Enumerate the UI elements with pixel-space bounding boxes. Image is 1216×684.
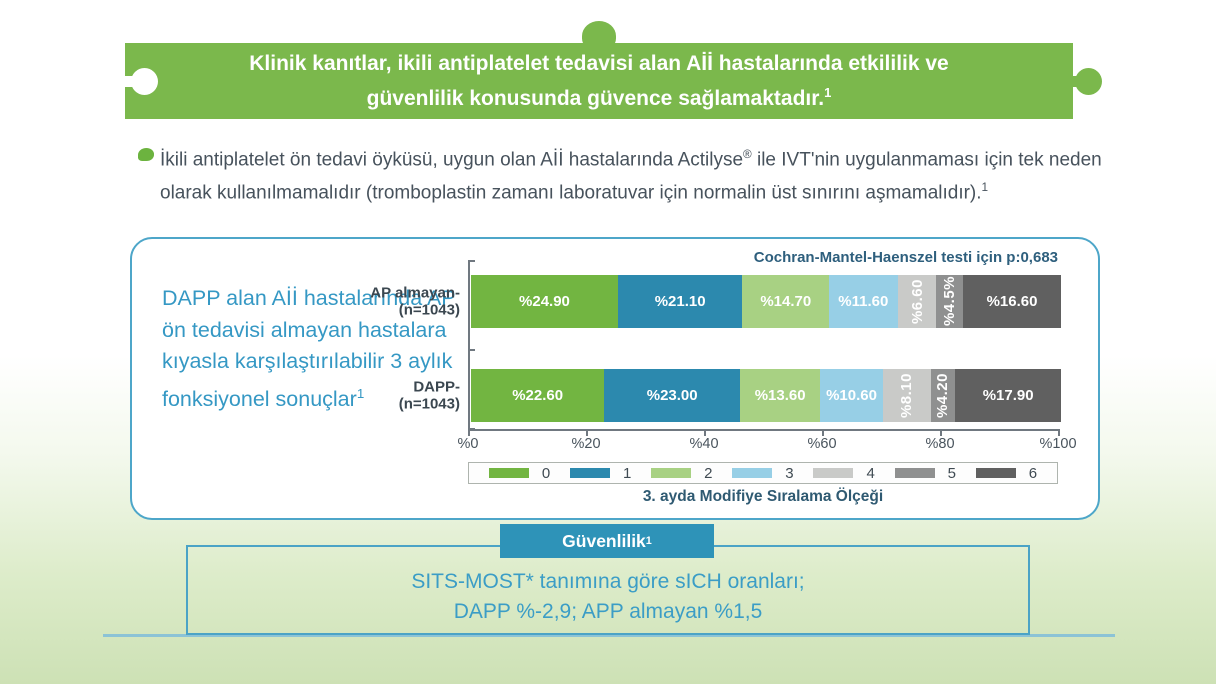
- page-title-line1: Klinik kanıtlar, ikili antiplatelet teda…: [249, 52, 949, 75]
- bar-segment-mrs-0: %24.90: [471, 275, 618, 328]
- page-title: Klinik kanıtlar, ikili antiplatelet teda…: [125, 43, 1073, 119]
- legend-swatch: [894, 468, 935, 478]
- puzzle-knob-right-circle-icon: [1075, 68, 1102, 95]
- bar-row-ap-almayan: AP almayan- (n=1043) %24.90 %21.10 %14.70%…: [370, 275, 1061, 328]
- puzzle-socket-left-circle-icon: [131, 68, 158, 95]
- title-reference-sup: 1: [824, 85, 832, 100]
- bar-segment-value: %22.60: [512, 387, 564, 404]
- statistics-note: Cochran-Mantel-Haenszel testi için p:0,6…: [753, 249, 1058, 266]
- legend-label: 2: [704, 464, 713, 482]
- x-axis-tick: [940, 429, 942, 436]
- bar-segment-mrs-1: %23.00: [604, 369, 741, 422]
- safety-result-box: SITS-MOST* tanımına göre sICH oranları; …: [186, 545, 1030, 635]
- bottom-divider-line: [103, 634, 1115, 637]
- legend-label: 5: [947, 464, 956, 482]
- chart-legend: 0 1 2 3 4 5 6: [468, 462, 1058, 484]
- chart-panel: DAPP alan Aİİ hastalarında AP ön tedavis…: [130, 237, 1100, 520]
- x-axis-tick-label: %0: [457, 436, 479, 452]
- bar-segment-value: %23.00: [646, 387, 698, 404]
- legend-label: 1: [622, 464, 632, 482]
- legend-label: 6: [1028, 464, 1038, 482]
- x-axis-line: [468, 429, 1058, 431]
- bar-segment-value: %4.5%: [941, 276, 959, 327]
- bar-segment-value: %21.10: [654, 293, 706, 310]
- legend-swatch: [732, 468, 773, 478]
- legend-item-4: 4: [813, 464, 875, 482]
- bar-segment-mrs-2: %14.70: [742, 275, 830, 328]
- bar-segment-mrs-3: %11.60: [829, 275, 898, 328]
- side-note: DAPP alan Aİİ hastalarında AP ön tedavis…: [162, 286, 456, 411]
- intro-reference-sup: 1: [981, 180, 989, 194]
- legend-label: 4: [866, 464, 875, 482]
- bar-segment-value: %16.60: [986, 293, 1038, 310]
- bar-category-label: AP almayan- (n=1043): [370, 284, 460, 319]
- bar-segment-value: %13.60: [754, 387, 806, 404]
- y-axis-line: [468, 260, 470, 429]
- puzzle-knob-top-icon: [582, 21, 616, 51]
- x-axis-tick-label: %100: [1039, 436, 1077, 452]
- bar-segment-mrs-6: %17.90: [955, 369, 1061, 422]
- legend-item-2: 2: [651, 465, 712, 482]
- x-axis-tick: [822, 429, 824, 436]
- legend-swatch: [813, 468, 854, 478]
- bar-segment-value: %24.90: [519, 293, 570, 310]
- bar-segment-mrs-4: %6.60: [897, 275, 937, 328]
- bar-category-label: DAPP- (n=1043): [398, 378, 460, 413]
- bar-segment-value: %17.90: [982, 387, 1034, 404]
- bar-segment-value: %6.60: [908, 278, 926, 325]
- x-axis-tick-label: %40: [689, 436, 719, 452]
- registered-trademark-sup: ®: [743, 148, 752, 161]
- x-axis-tick: [1058, 429, 1060, 436]
- safety-line1: SITS-MOST* tanımına göre sICH oranları;: [411, 570, 805, 593]
- safety-line2: DAPP %-2,9; APP almayan %1,5: [453, 600, 763, 623]
- legend-swatch: [651, 468, 692, 478]
- bar-segment-value: %14.70: [760, 293, 812, 310]
- bar-segment-mrs-5: %4.5%: [936, 275, 964, 328]
- x-axis-tick-label: %80: [925, 436, 955, 452]
- y-axis-tick: [468, 428, 475, 430]
- x-axis-tick: [468, 429, 470, 436]
- legend-item-1: 1: [569, 464, 632, 482]
- bar-segment-mrs-2: %13.60: [740, 369, 821, 422]
- page-title-line2: güvenlilik konusunda güvence sağlamaktad…: [366, 85, 832, 110]
- x-axis-tick: [586, 429, 588, 436]
- side-note-reference-sup: 1: [356, 385, 365, 401]
- legend-swatch: [569, 468, 610, 478]
- bar-segment-mrs-3: %10.60: [820, 369, 883, 422]
- legend-item-3: 3: [732, 464, 794, 482]
- bar-segment-mrs-4: %8.10: [882, 369, 931, 422]
- legend-item-6: 6: [975, 464, 1038, 482]
- safety-button[interactable]: Güvenlilik 1: [500, 524, 714, 558]
- safety-reference-sup: 1: [645, 535, 652, 547]
- x-axis-tick-label: %20: [571, 436, 601, 452]
- bar-segment-mrs-1: %21.10: [617, 275, 743, 328]
- bullet-icon: [138, 148, 154, 161]
- legend-item-5: 5: [894, 464, 956, 482]
- legend-swatch: [975, 468, 1016, 478]
- title-banner: Klinik kanıtlar, ikili antiplatelet teda…: [124, 21, 1102, 119]
- y-axis-tick: [468, 260, 475, 262]
- x-axis-title: 3. ayda Modifiye Sıralama Ölçeği: [642, 488, 884, 505]
- y-axis-tick: [468, 349, 475, 351]
- x-axis-tick: [704, 429, 706, 436]
- bar-segment-value: %10.60: [826, 387, 877, 404]
- bar-segment-value: %8.10: [898, 372, 916, 419]
- legend-label: 0: [541, 464, 551, 482]
- bar-segment-value: %11.60: [838, 293, 889, 310]
- legend-label: 3: [785, 464, 794, 482]
- x-axis-tick-label: %60: [807, 436, 837, 452]
- stacked-bar-chart: AP almayan- (n=1043) %24.90 %21.10 %14.70%…: [370, 239, 1077, 522]
- bar-segment-value: %4.20: [934, 372, 952, 419]
- puzzle-socket-left-icon: [124, 76, 136, 87]
- bar-row-dapp: DAPP- (n=1043) %22.60 %23.00 %13.60 %10.60%…: [399, 369, 1061, 422]
- bar-segment-mrs-6: %16.60: [963, 275, 1061, 328]
- legend-swatch: [488, 468, 529, 478]
- intro-paragraph: İkili antiplatelet ön tedavi öyküsü, uyg…: [160, 148, 1102, 204]
- bar-segment-mrs-0: %22.60: [471, 369, 605, 422]
- legend-item-0: 0: [488, 464, 551, 482]
- bar-segment-mrs-5: %4.20: [930, 369, 956, 422]
